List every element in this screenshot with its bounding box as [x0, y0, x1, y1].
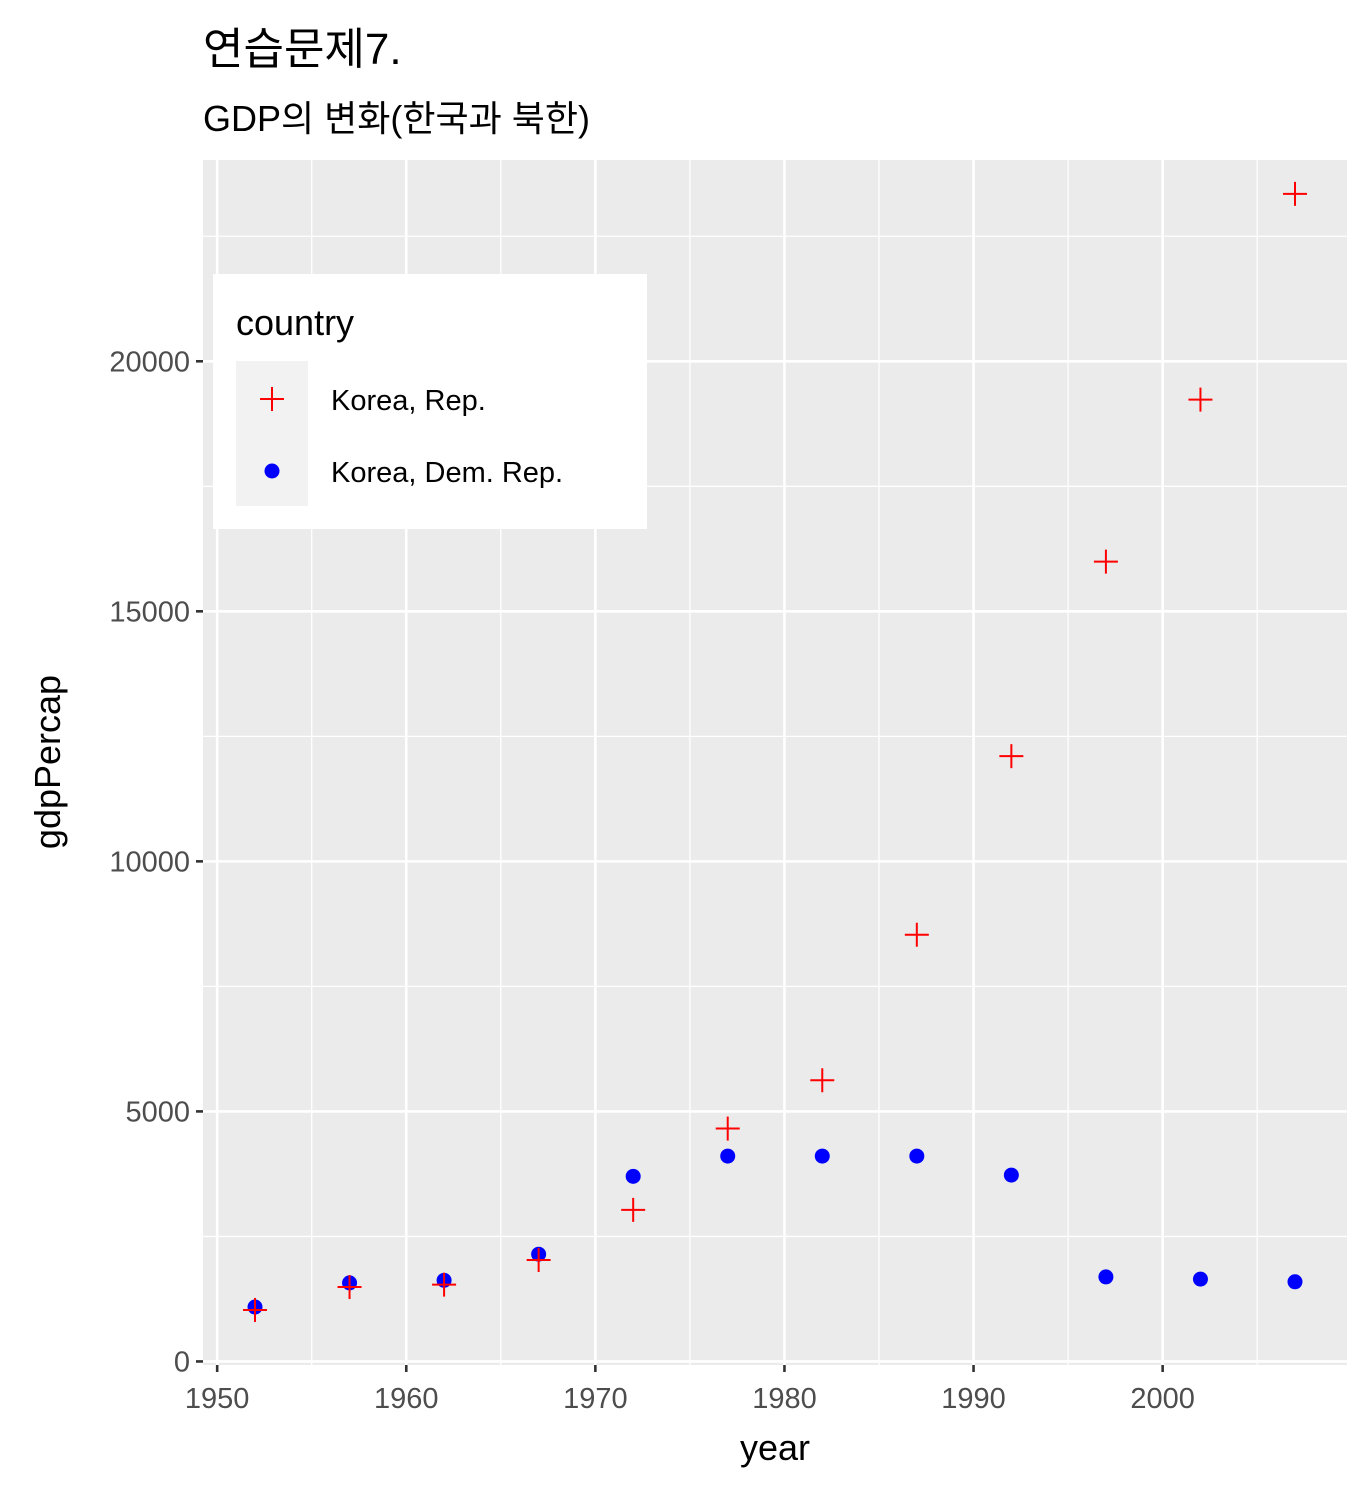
data-point-circle — [814, 1148, 830, 1164]
legend-key-circle — [264, 463, 280, 479]
y-axis-title: gdpPercap — [27, 675, 68, 849]
data-point-plus — [715, 1116, 740, 1141]
data-point-circle — [1287, 1274, 1303, 1290]
y-tick-label: 10000 — [109, 846, 190, 878]
x-tick-label: 1950 — [185, 1383, 250, 1415]
data-point-plus — [810, 1068, 835, 1093]
x-tick-label: 1990 — [941, 1383, 1006, 1415]
chart-title: 연습문제7. — [203, 25, 402, 74]
legend-label: Korea, Dem. Rep. — [331, 457, 563, 489]
x-axis-title: year — [740, 1427, 810, 1468]
legend-key-background — [236, 361, 308, 506]
y-tick-label: 20000 — [109, 346, 190, 378]
data-point-plus — [337, 1275, 362, 1300]
legend-key-plus — [260, 387, 284, 411]
x-tick-label: 1980 — [752, 1383, 817, 1415]
data-point-plus — [999, 744, 1024, 769]
data-point-plus — [1188, 387, 1213, 412]
data-point-circle — [1192, 1271, 1208, 1287]
y-tick-label: 5000 — [125, 1096, 190, 1128]
data-point-plus — [1093, 549, 1118, 574]
data-points — [243, 181, 1307, 1322]
data-point-circle — [720, 1148, 736, 1164]
x-tick-label: 1970 — [563, 1383, 628, 1415]
data-point-plus — [432, 1272, 457, 1297]
data-point-circle — [909, 1148, 925, 1164]
x-tick-label: 1960 — [374, 1383, 439, 1415]
legend-title: country — [236, 302, 354, 343]
data-point-plus — [243, 1297, 267, 1322]
y-tick-label: 0 — [174, 1346, 190, 1378]
legend: country Korea, Rep. Korea, Dem. Rep. — [213, 274, 647, 529]
data-point-circle — [1098, 1269, 1114, 1285]
data-point-circle — [625, 1168, 641, 1184]
chart-subtitle: GDP의 변화(한국과 북한) — [203, 98, 590, 139]
data-point-plus — [1283, 181, 1307, 206]
series-korea-rep — [243, 181, 1307, 1322]
data-point-plus — [904, 922, 929, 947]
data-point-plus — [621, 1197, 646, 1222]
x-tick-label: 2000 — [1130, 1383, 1195, 1415]
axes: 1950 1960 1970 1980 1990 20000500010000150002… — [109, 346, 1195, 1415]
data-point-circle — [1003, 1167, 1019, 1183]
grid-lines — [203, 160, 1347, 1365]
legend-label: Korea, Rep. — [331, 385, 486, 417]
y-tick-label: 15000 — [109, 596, 190, 628]
data-point-plus — [526, 1247, 551, 1272]
